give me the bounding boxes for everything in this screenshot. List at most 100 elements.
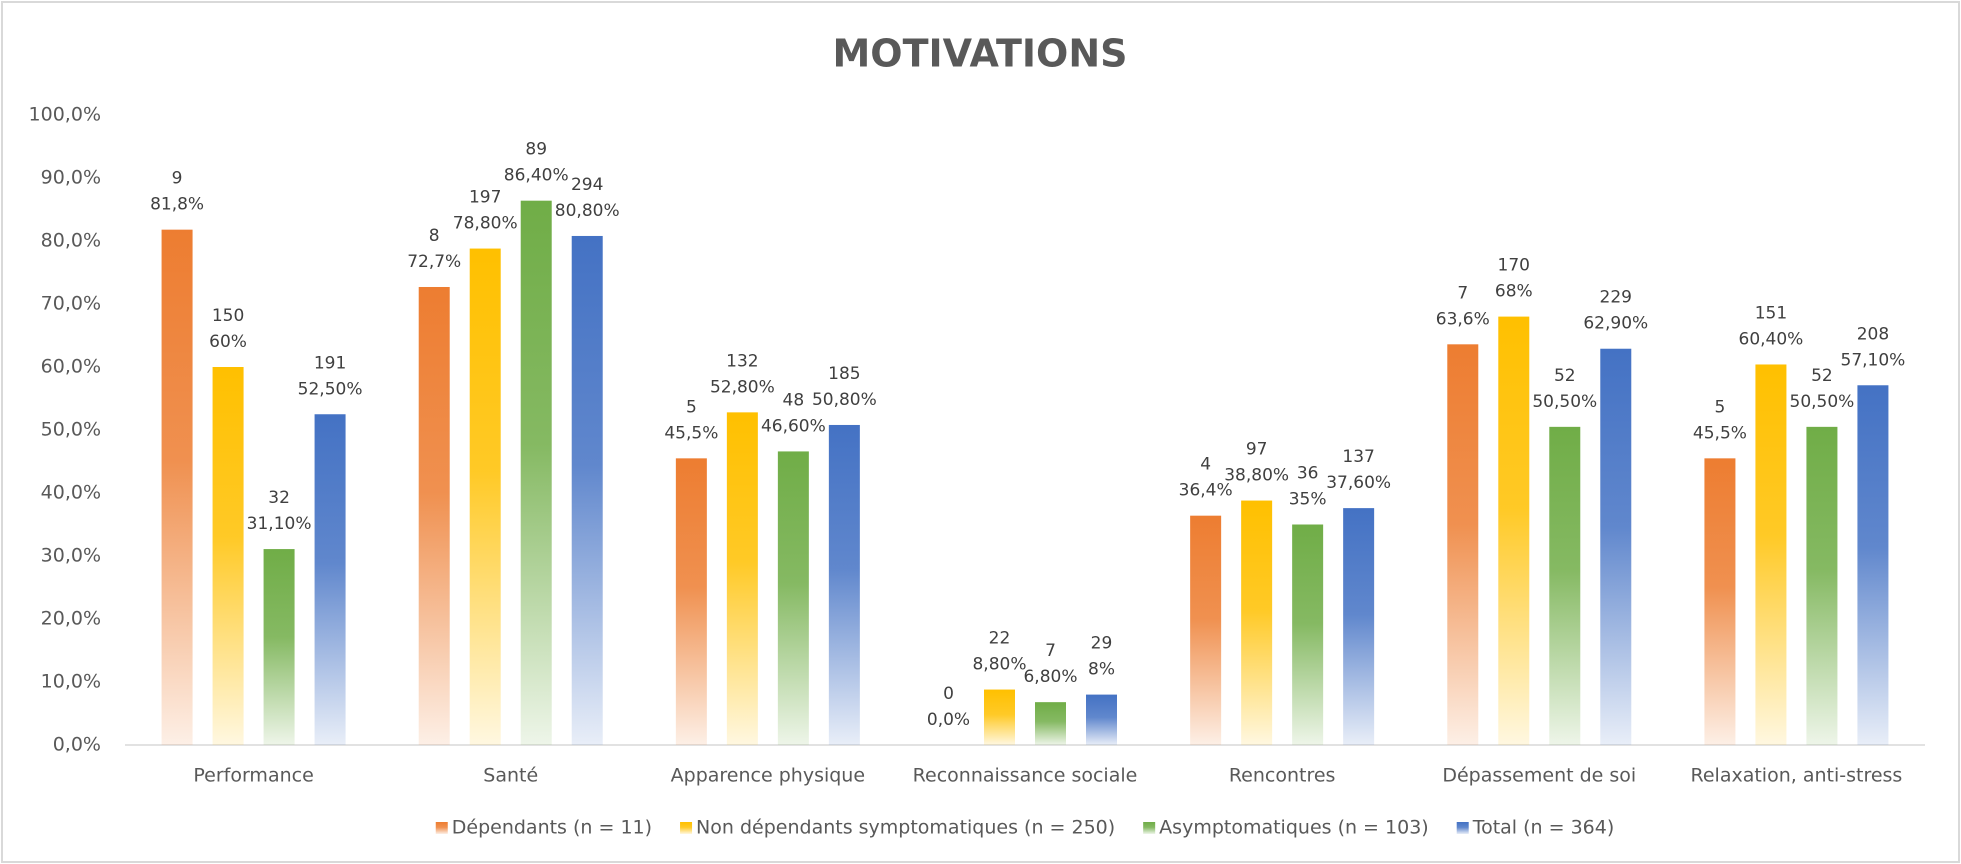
count-label: 151 — [1755, 303, 1787, 323]
chart-title: MOTIVATIONS — [832, 32, 1127, 76]
count-label: 170 — [1498, 256, 1530, 276]
y-tick-label: 40,0% — [41, 482, 101, 504]
bar — [984, 689, 1015, 745]
data-label: 36,4% — [1179, 481, 1233, 501]
data-label: 86,40% — [504, 166, 569, 186]
bar — [1498, 316, 1530, 745]
count-label: 32 — [268, 488, 290, 508]
count-label: 137 — [1342, 447, 1374, 467]
bar — [469, 248, 501, 745]
data-label: 52,80% — [710, 377, 775, 397]
legend-label: Non dépendants symptomatiques (n = 250) — [696, 817, 1115, 839]
data-label: 45,5% — [1693, 423, 1747, 443]
bar — [828, 424, 860, 745]
bar — [520, 200, 552, 745]
data-label: 35% — [1289, 490, 1327, 510]
legend-label: Asymptomatiques (n = 103) — [1159, 817, 1429, 839]
x-tick-label: Rencontres — [1229, 765, 1336, 787]
count-label: 132 — [726, 351, 758, 371]
count-label: 29 — [1091, 634, 1113, 654]
bar — [1447, 344, 1479, 745]
count-label: 7 — [1045, 641, 1056, 661]
count-label: 197 — [469, 188, 501, 208]
legend: Dépendants (n = 11) Non dépendants sympto… — [435, 817, 1614, 839]
bar — [1755, 364, 1787, 745]
data-label: 63,6% — [1436, 309, 1490, 329]
data-label: 80,80% — [555, 201, 620, 221]
bar — [1292, 524, 1324, 745]
data-label: 68% — [1495, 282, 1533, 302]
count-label: 9 — [172, 169, 183, 189]
count-label: 4 — [1200, 455, 1211, 475]
data-label: 60,40% — [1739, 329, 1804, 349]
data-label: 37,60% — [1326, 473, 1391, 493]
count-label: 52 — [1811, 366, 1833, 386]
legend-swatch — [680, 822, 693, 834]
data-label: 8% — [1088, 660, 1115, 680]
y-tick-label: 50,0% — [41, 419, 101, 441]
bar — [1086, 694, 1117, 745]
bar — [1600, 348, 1632, 745]
data-label: 72,7% — [407, 252, 461, 272]
y-tick-label: 20,0% — [41, 608, 101, 630]
data-label: 52,50% — [298, 379, 363, 399]
bar — [314, 414, 346, 745]
x-tick-label: Relaxation, anti-stress — [1691, 765, 1903, 787]
x-tick-label: Reconnaissance sociale — [913, 765, 1138, 787]
data-label: 45,5% — [664, 423, 718, 443]
count-label: 5 — [1715, 397, 1726, 417]
y-tick-label: 0,0% — [53, 734, 101, 756]
data-label: 81,8% — [150, 195, 204, 215]
data-label: 0,0% — [927, 710, 970, 730]
y-tick-label: 80,0% — [41, 230, 101, 252]
bar — [418, 286, 450, 745]
bar — [212, 367, 244, 745]
data-label: 62,90% — [1583, 314, 1648, 334]
count-label: 7 — [1457, 283, 1468, 303]
data-label: 6,80% — [1023, 667, 1077, 687]
data-label: 60% — [209, 332, 247, 352]
count-label: 8 — [429, 226, 440, 246]
bar — [1704, 458, 1736, 745]
y-tick-label: 70,0% — [41, 293, 101, 315]
x-tick-label: Dépassement de soi — [1442, 765, 1636, 787]
count-label: 185 — [828, 364, 860, 384]
bar — [1857, 385, 1889, 745]
legend-swatch — [1456, 822, 1469, 834]
x-tick-label: Apparence physique — [671, 765, 865, 787]
y-tick-label: 100,0% — [29, 104, 101, 126]
count-label: 150 — [212, 306, 244, 326]
bar — [675, 458, 707, 745]
y-tick-label: 10,0% — [41, 671, 101, 693]
y-tick-label: 60,0% — [41, 356, 101, 378]
count-label: 191 — [314, 353, 346, 373]
x-tick-label: Performance — [193, 765, 313, 787]
count-label: 36 — [1297, 464, 1319, 484]
bar — [161, 229, 193, 745]
count-label: 52 — [1554, 366, 1576, 386]
legend-label: Dépendants (n = 11) — [452, 817, 652, 839]
data-label: 50,80% — [812, 390, 877, 410]
count-label: 294 — [571, 175, 603, 195]
bar — [1549, 426, 1581, 745]
data-label: 8,80% — [972, 655, 1026, 675]
count-label: 229 — [1600, 288, 1632, 308]
data-label: 38,80% — [1224, 466, 1289, 486]
count-label: 22 — [989, 629, 1011, 649]
legend-swatch — [1143, 822, 1156, 834]
y-tick-label: 90,0% — [41, 167, 101, 189]
data-label: 57,10% — [1841, 350, 1906, 370]
count-label: 5 — [686, 397, 697, 417]
bar — [571, 235, 603, 745]
count-label: 97 — [1246, 440, 1268, 460]
bar — [1806, 426, 1838, 745]
bar — [1241, 500, 1273, 745]
data-label: 50,50% — [1532, 392, 1597, 412]
bar — [1035, 702, 1066, 745]
bar — [263, 549, 295, 745]
bar — [1343, 508, 1375, 745]
bar — [1190, 515, 1222, 745]
data-label: 46,60% — [761, 416, 826, 436]
